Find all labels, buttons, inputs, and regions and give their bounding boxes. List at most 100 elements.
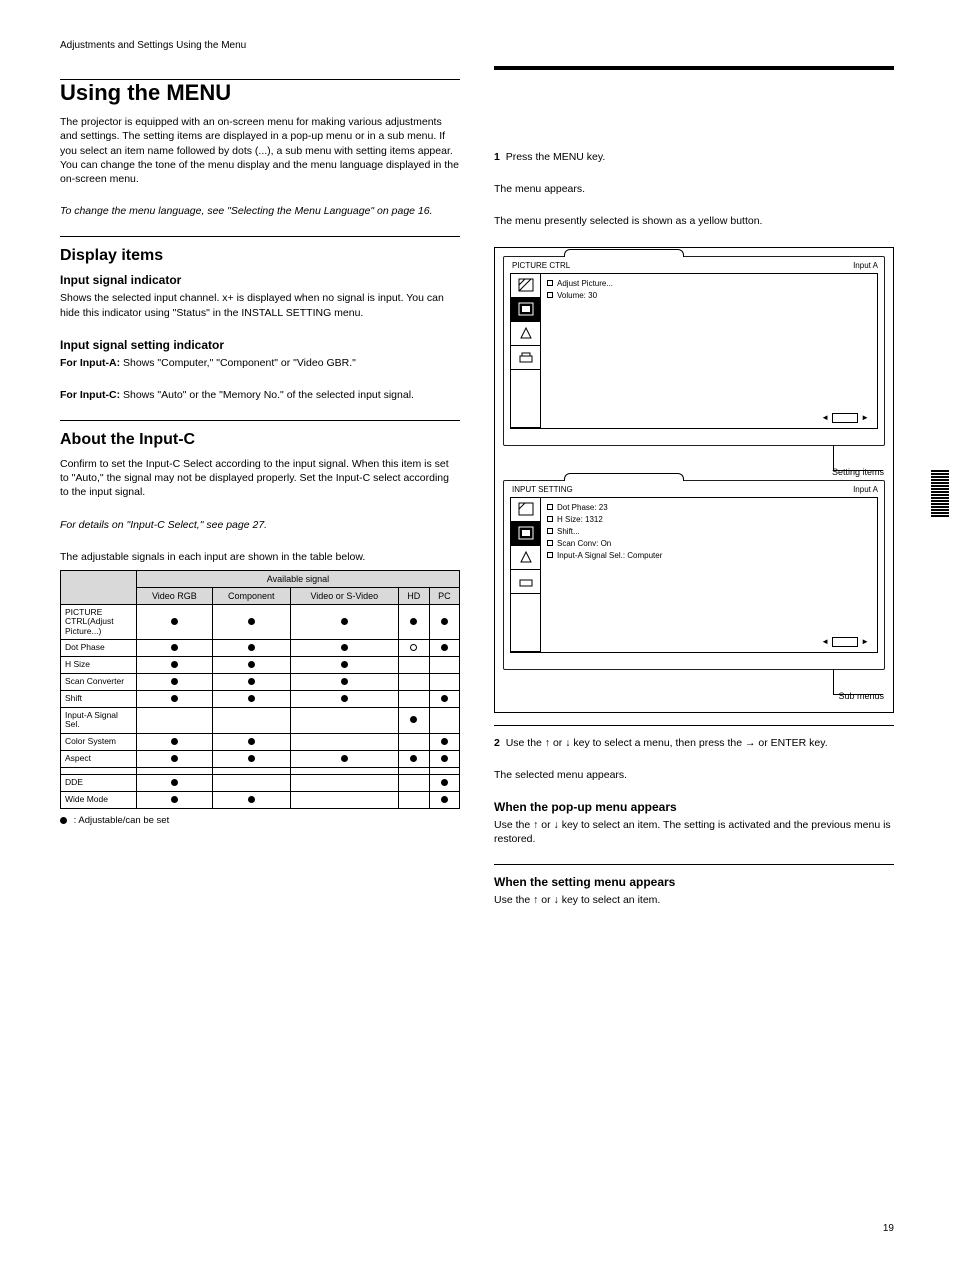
- row-label: Input-A Signal Sel.: [61, 707, 137, 733]
- step-text: Press the MENU key.: [506, 151, 606, 163]
- table-cell: [137, 604, 213, 639]
- table-cell: [429, 604, 459, 639]
- dot-icon: [341, 678, 348, 685]
- screen1-title-left: PICTURE CTRL: [512, 261, 570, 270]
- menu-icon-selected: [511, 298, 541, 322]
- table-cell: [212, 639, 290, 656]
- table-cell: [429, 673, 459, 690]
- table-cell: [429, 791, 459, 808]
- screen2-title-left: INPUT SETTING: [512, 485, 573, 494]
- setting-indicator-body-a: For Input-A: Shows "Computer," "Componen…: [60, 356, 460, 370]
- row-label: [61, 767, 137, 774]
- table-cell: [212, 673, 290, 690]
- menu-item: Input-A Signal Sel.: Computer: [547, 550, 871, 562]
- table-row: Scan Converter: [61, 673, 460, 690]
- table-row: Dot Phase: [61, 639, 460, 656]
- table-row: H Size: [61, 656, 460, 673]
- callout-label: Setting items: [832, 467, 884, 477]
- row-label: Aspect: [61, 750, 137, 767]
- dot-icon: [441, 618, 448, 625]
- row-label: Scan Converter: [61, 673, 137, 690]
- page-number: 19: [883, 1223, 894, 1234]
- dot-icon: [171, 755, 178, 762]
- tip-heading: When the setting menu appears: [494, 875, 894, 889]
- icon-column: [511, 274, 541, 428]
- top-rule-bold: [494, 66, 894, 70]
- table-cell: [429, 656, 459, 673]
- step-1: 1 Press the MENU key.: [494, 150, 894, 164]
- dot-icon: [341, 695, 348, 702]
- dot-icon: [248, 796, 255, 803]
- table-cell: [429, 733, 459, 750]
- menu-icon-selected: [511, 522, 541, 546]
- dot-icon: [171, 644, 178, 651]
- dot-icon: [171, 618, 178, 625]
- dot-icon: [171, 779, 178, 786]
- table-cell: [290, 639, 398, 656]
- table-intro: The adjustable signals in each input are…: [60, 550, 460, 564]
- table-cell: [212, 733, 290, 750]
- page-indicator: ◄ ►: [821, 412, 869, 424]
- intro-text: The projector is equipped with an on-scr…: [60, 115, 460, 186]
- table-cell: [429, 707, 459, 733]
- table-cell: [137, 767, 213, 774]
- table-header-top: Available signal: [137, 570, 460, 587]
- table-cell: [398, 791, 429, 808]
- row-label: Wide Mode: [61, 791, 137, 808]
- menu-item: Adjust Picture...: [547, 278, 871, 290]
- table-cell: [398, 733, 429, 750]
- menu-screen-1: PICTURE CTRL Input A: [503, 256, 885, 446]
- dot-icon: [410, 716, 417, 723]
- table-row: Color System: [61, 733, 460, 750]
- table-cell: [290, 767, 398, 774]
- triangle-left-icon: ◄: [821, 636, 829, 648]
- table-row: [61, 767, 460, 774]
- row-label: H Size: [61, 656, 137, 673]
- table-column-header: Video RGB: [137, 587, 213, 604]
- table-cell: [212, 774, 290, 791]
- dot-icon: [171, 661, 178, 668]
- triangle-left-icon: ◄: [821, 412, 829, 424]
- dot-icon: [60, 817, 67, 824]
- row-label: PICTURE CTRL(Adjust Picture...): [61, 604, 137, 639]
- table-cell: [137, 733, 213, 750]
- display-items-heading: Display items: [60, 247, 460, 265]
- table-legend: : Adjustable/can be set: [60, 815, 460, 826]
- table-cell: [137, 639, 213, 656]
- table-cell: [137, 673, 213, 690]
- rule: [60, 236, 460, 237]
- input-signal-label: Input signal indicator: [60, 273, 460, 287]
- table-cell: [212, 750, 290, 767]
- dot-icon: [341, 644, 348, 651]
- rule: [494, 725, 894, 726]
- dot-icon: [410, 618, 417, 625]
- menu-item: Shift...: [547, 526, 871, 538]
- table-cell: [290, 733, 398, 750]
- table-cell: [398, 656, 429, 673]
- menu-icon: [511, 570, 541, 594]
- dot-icon: [341, 661, 348, 668]
- table-cell: [398, 673, 429, 690]
- table-cell: [212, 690, 290, 707]
- table-cell: [290, 791, 398, 808]
- menu-icon: [511, 322, 541, 346]
- table-cell: [212, 656, 290, 673]
- table-cell: [137, 707, 213, 733]
- table-cell: [398, 767, 429, 774]
- table-cell: [429, 750, 459, 767]
- table-cell: [398, 604, 429, 639]
- table-cell: [429, 690, 459, 707]
- dot-icon: [410, 755, 417, 762]
- dot-icon: [171, 695, 178, 702]
- legend-text: : Adjustable/can be set: [74, 815, 170, 826]
- table-row: PICTURE CTRL(Adjust Picture...): [61, 604, 460, 639]
- table-cell: [137, 791, 213, 808]
- callout-line: [833, 669, 834, 695]
- table-cell: [398, 639, 429, 656]
- for-input-a-label: For Input-A:: [60, 357, 120, 369]
- row-label: Shift: [61, 690, 137, 707]
- dot-icon: [171, 678, 178, 685]
- dot-icon: [441, 644, 448, 651]
- dot-icon: [171, 796, 178, 803]
- table-cell: [290, 774, 398, 791]
